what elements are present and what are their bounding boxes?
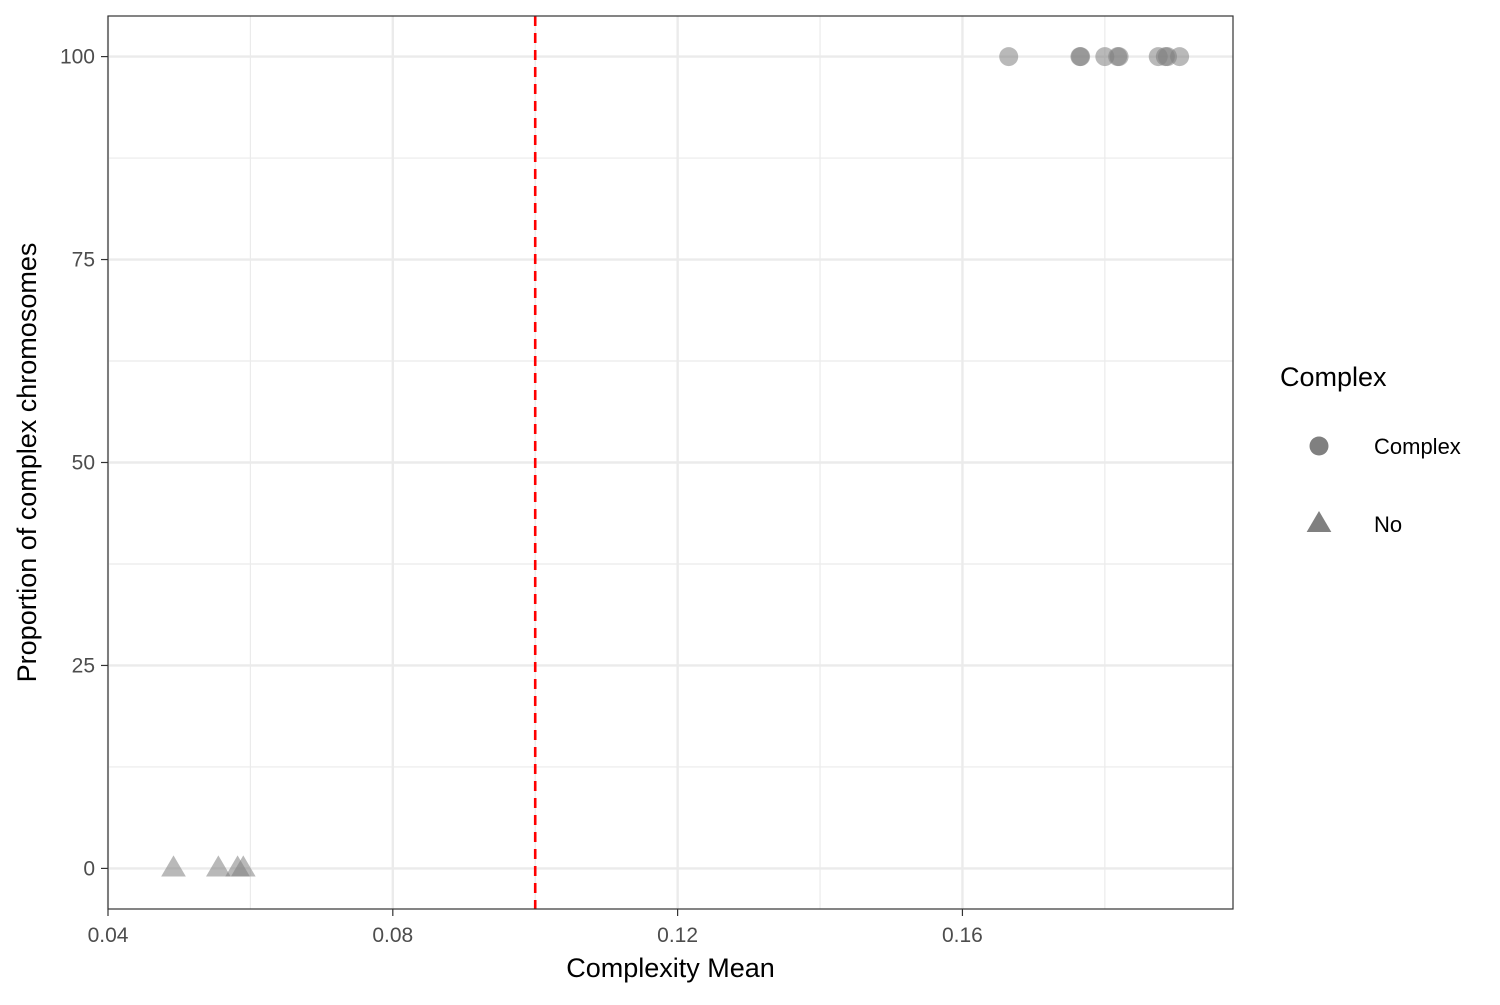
legend-key-no (1306, 511, 1332, 533)
y-axis-title: Proportion of complex chromosomes (12, 243, 42, 683)
data-point-no (230, 855, 256, 877)
x-tick-label: 0.16 (942, 924, 983, 947)
data-points (161, 47, 1190, 877)
y-tick-label: 50 (72, 452, 95, 475)
y-tick-label: 75 (72, 249, 95, 272)
x-tick-label: 0.12 (657, 924, 698, 947)
legend-label-complex: Complex (1374, 434, 1461, 459)
legend-label-no: No (1374, 512, 1402, 537)
legend: Complex Complex No (1280, 362, 1461, 537)
y-tick-label: 25 (72, 654, 95, 677)
data-point-complex (1170, 47, 1190, 67)
x-axis-title: Complexity Mean (566, 953, 775, 983)
legend-title: Complex (1280, 362, 1387, 392)
data-point-no (161, 855, 186, 877)
data-point-complex (999, 47, 1019, 67)
data-point-complex (1109, 47, 1129, 67)
axes: 0.04 0.08 0.12 0.16 0 25 50 75 100 (60, 46, 983, 947)
y-tick-label: 100 (60, 46, 95, 69)
data-point-complex (1071, 47, 1091, 67)
data-point-no (206, 855, 231, 877)
grid-lines (106, 16, 1233, 909)
legend-key-complex (1309, 436, 1329, 456)
y-tick-label: 0 (83, 857, 95, 880)
x-tick-label: 0.08 (372, 924, 413, 947)
x-tick-label: 0.04 (88, 924, 129, 947)
